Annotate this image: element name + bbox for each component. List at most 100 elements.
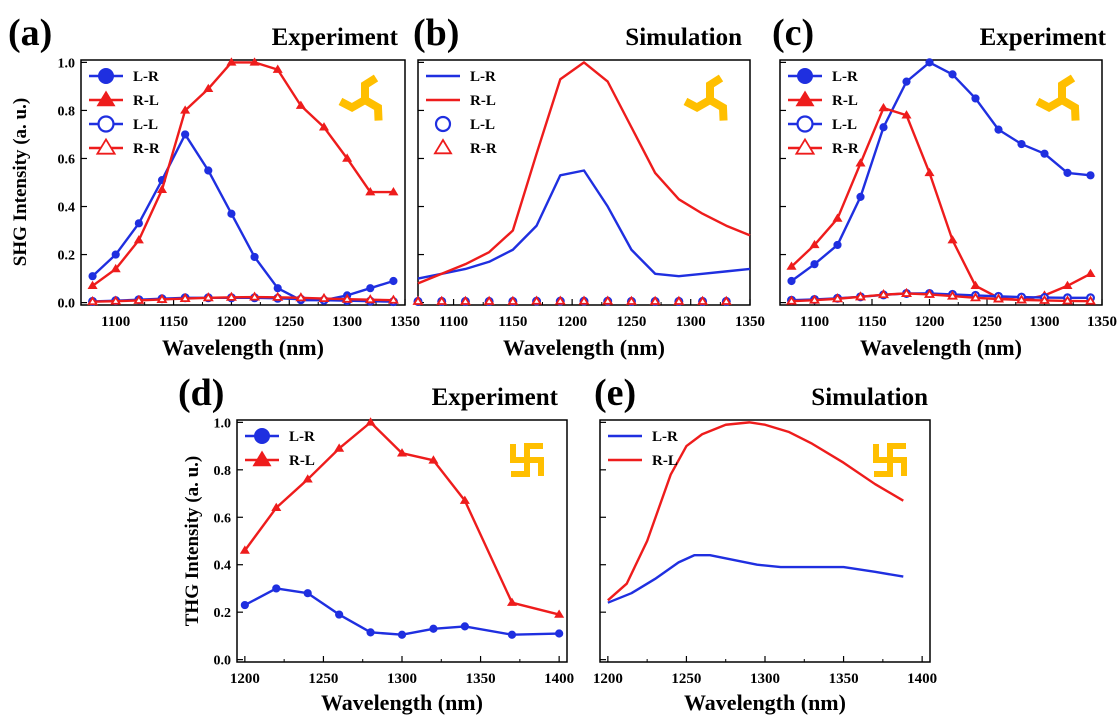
legend-label: L-R — [652, 429, 678, 445]
data-point — [994, 125, 1003, 134]
chart-panel-b: (b) Simulation 1100 1150 1200 1250 1300 1350 Wav… — [412, 12, 765, 360]
series-line — [607, 554, 904, 604]
legend-marker — [433, 138, 453, 155]
data-point — [787, 276, 796, 286]
data-point — [902, 77, 911, 86]
data-point — [1017, 139, 1026, 149]
data-point — [388, 187, 399, 196]
data-point — [602, 295, 614, 305]
series-R-L — [239, 417, 565, 618]
y-tick-label: 0.2 — [58, 249, 76, 264]
data-point — [366, 284, 375, 293]
legend-marker — [95, 137, 117, 155]
legend: L-R R-L L-L R-R — [426, 69, 497, 157]
x-axis-label: Wavelength (nm) — [503, 335, 665, 360]
data-point — [854, 291, 867, 301]
data-point — [87, 296, 99, 306]
data-point — [202, 292, 214, 302]
data-point — [578, 295, 590, 305]
data-point — [179, 292, 191, 302]
data-point — [272, 291, 284, 301]
panel-label: (a) — [8, 12, 52, 54]
swastika-shape — [510, 443, 544, 477]
data-point — [204, 166, 213, 175]
data-point — [303, 589, 312, 598]
series-R-L — [417, 61, 751, 285]
legend-marker — [252, 450, 272, 467]
y-tick-label: 0.2 — [214, 606, 232, 621]
legend-label: R-L — [470, 93, 496, 109]
x-tick-label: 1100 — [101, 314, 130, 330]
x-tick-label: 1250 — [308, 671, 338, 687]
three-arm-swirl-icon — [338, 74, 383, 121]
legend-marker — [797, 68, 813, 84]
data-point — [111, 250, 120, 259]
x-tick-label: 1300 — [332, 314, 362, 330]
x-tick-label: 1200 — [216, 314, 246, 330]
data-point — [649, 295, 661, 305]
x-tick-label: 1350 — [1087, 314, 1117, 330]
data-point — [295, 100, 306, 109]
data-point — [809, 239, 820, 249]
series-line — [791, 292, 1091, 303]
legend-label: R-R — [133, 141, 160, 157]
data-point — [272, 584, 281, 593]
data-point — [364, 294, 376, 304]
data-point — [459, 495, 470, 504]
series-R-L — [87, 57, 399, 290]
legend-label: L-L — [133, 117, 158, 133]
chart-panel-a: (a) Experiment 1100 1150 1200 1250 1300 1350 0.0… — [8, 12, 420, 360]
data-point — [133, 294, 145, 304]
data-point — [900, 287, 913, 297]
data-point — [334, 443, 345, 452]
panel-label: (b) — [413, 12, 459, 54]
x-tick-label: 1350 — [735, 314, 765, 330]
data-point — [808, 294, 821, 304]
x-tick-label: 1200 — [593, 671, 623, 687]
three-arm-swirl-icon — [1035, 74, 1080, 121]
data-point — [697, 295, 709, 305]
data-point — [133, 235, 144, 244]
data-point — [436, 295, 448, 305]
data-point — [971, 94, 980, 103]
legend-marker — [98, 68, 114, 84]
plot-frame — [779, 59, 1103, 306]
x-tick-label: 1350 — [466, 671, 496, 687]
data-point — [134, 219, 143, 228]
panel-title: Experiment — [980, 24, 1107, 51]
data-point — [365, 187, 376, 196]
x-tick-label: 1200 — [557, 314, 587, 330]
data-point — [970, 280, 981, 290]
data-point — [1085, 268, 1096, 278]
data-point — [507, 295, 519, 305]
x-tick-label: 1300 — [1030, 314, 1060, 330]
legend-label: L-L — [470, 117, 495, 133]
x-tick-label: 1250 — [671, 671, 701, 687]
data-point — [923, 288, 936, 298]
data-point — [250, 252, 259, 262]
data-point — [483, 295, 495, 305]
data-point — [878, 102, 889, 112]
legend-marker — [96, 90, 116, 107]
data-point — [1038, 294, 1051, 304]
y-tick-label: 0.6 — [58, 152, 76, 167]
x-tick-label: 1150 — [857, 314, 886, 330]
data-point — [87, 280, 98, 290]
data-point — [181, 130, 190, 139]
data-point — [249, 57, 260, 66]
x-tick-label: 1350 — [390, 314, 420, 330]
x-tick-label: 1400 — [907, 671, 937, 687]
data-point — [946, 290, 959, 300]
data-point — [785, 295, 798, 305]
data-point — [786, 261, 797, 270]
data-point — [225, 291, 237, 301]
plot-frame — [599, 419, 931, 663]
panel-title: Simulation — [811, 384, 928, 411]
x-tick-label: 1200 — [915, 314, 945, 330]
data-point — [239, 545, 250, 554]
series-L-R — [787, 58, 1095, 286]
y-tick-label: 1.0 — [214, 416, 232, 431]
data-point — [341, 293, 353, 303]
data-point — [460, 622, 469, 631]
x-tick-label: 1250 — [616, 314, 646, 330]
